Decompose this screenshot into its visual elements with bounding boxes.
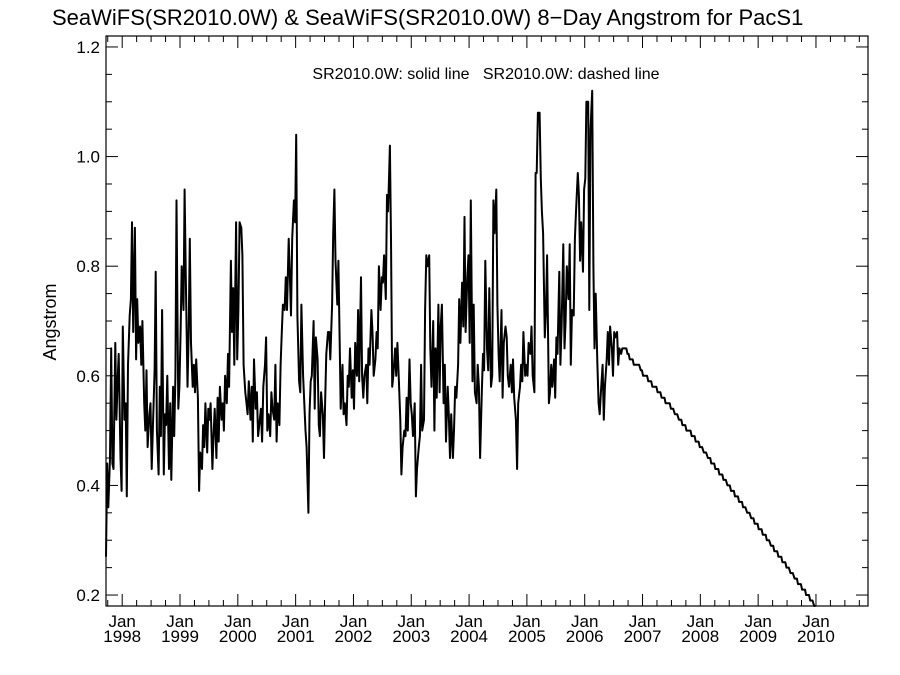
x-tick-label-month: Jan <box>455 612 482 631</box>
x-tick-label-year: 2002 <box>335 627 373 646</box>
y-axis-label: Angstrom <box>40 283 60 360</box>
x-tick-label-year: 2004 <box>450 627 488 646</box>
x-tick-label-year: 1998 <box>103 627 141 646</box>
x-tick-label-month: Jan <box>629 612 656 631</box>
x-tick-label-year: 2005 <box>508 627 546 646</box>
x-tick-label-month: Jan <box>687 612 714 631</box>
x-tick-label-year: 2010 <box>797 627 835 646</box>
x-tick-label-year: 2009 <box>739 627 777 646</box>
x-tick-label-month: Jan <box>224 612 251 631</box>
x-tick-label-month: Jan <box>513 612 540 631</box>
x-tick-label-year: 2006 <box>566 627 604 646</box>
y-tick-label: 0.6 <box>76 367 100 386</box>
x-tick-label-month: Jan <box>744 612 771 631</box>
x-tick-label-year: 2003 <box>392 627 430 646</box>
x-tick-label-month: Jan <box>282 612 309 631</box>
y-tick-label: 1.0 <box>76 148 100 167</box>
x-tick-label-month: Jan <box>398 612 425 631</box>
y-tick-label: 1.2 <box>76 38 100 57</box>
x-tick-label-month: Jan <box>802 612 829 631</box>
y-tick-label: 0.4 <box>76 476 100 495</box>
x-tick-label-month: Jan <box>166 612 193 631</box>
x-tick-label-year: 2008 <box>681 627 719 646</box>
y-tick-label: 0.2 <box>76 586 100 605</box>
x-tick-label-year: 2001 <box>277 627 315 646</box>
x-tick-label-month: Jan <box>571 612 598 631</box>
y-tick-label: 0.8 <box>76 257 100 276</box>
angstrom-series-line <box>105 89 816 607</box>
x-tick-label-year: 2007 <box>624 627 662 646</box>
x-tick-label-year: 1999 <box>161 627 199 646</box>
x-tick-label-month: Jan <box>108 612 135 631</box>
legend-text: SR2010.0W: solid line SR2010.0W: dashed … <box>312 66 659 83</box>
x-axis: Jan1998Jan1999Jan2000Jan2001Jan2002Jan20… <box>103 36 860 646</box>
y-axis: 0.2 0.4 0.6 0.8 1.0 1.2 <box>76 38 868 605</box>
x-tick-label-year: 2000 <box>219 627 257 646</box>
x-tick-label-month: Jan <box>340 612 367 631</box>
chart-title: SeaWiFS(SR2010.0W) & SeaWiFS(SR2010.0W) … <box>52 5 803 30</box>
